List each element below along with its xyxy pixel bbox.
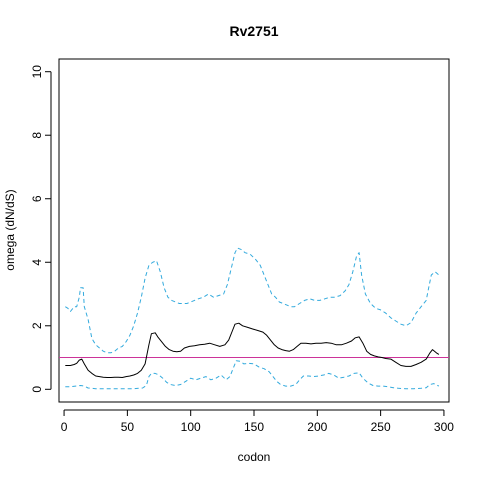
chart-title: Rv2751 bbox=[229, 23, 278, 39]
x-tick-label: 300 bbox=[434, 420, 454, 434]
x-tick-label: 150 bbox=[244, 420, 264, 434]
y-tick-label: 8 bbox=[30, 132, 44, 139]
lower-ci-line bbox=[65, 360, 440, 390]
y-axis-title: omega (dN/dS) bbox=[3, 189, 17, 270]
x-tick-label: 250 bbox=[371, 420, 391, 434]
x-tick-label: 0 bbox=[61, 420, 68, 434]
y-tick-label: 0 bbox=[30, 386, 44, 393]
y-tick-label: 10 bbox=[30, 65, 44, 79]
plot-border bbox=[58, 58, 450, 403]
y-axis: 0 2 4 6 8 10 bbox=[30, 65, 52, 393]
x-tick-label: 50 bbox=[121, 420, 135, 434]
omega-estimate-line bbox=[65, 322, 440, 378]
series-layer bbox=[59, 247, 449, 390]
x-axis-title: codon bbox=[238, 450, 271, 464]
y-tick-label: 4 bbox=[30, 259, 44, 266]
x-tick-label: 100 bbox=[181, 420, 201, 434]
y-tick-label: 2 bbox=[30, 322, 44, 329]
x-tick-label: 200 bbox=[307, 420, 327, 434]
y-tick-label: 6 bbox=[30, 195, 44, 202]
x-axis: 0 50 100 150 200 250 300 bbox=[61, 409, 454, 434]
plot-region bbox=[58, 58, 450, 403]
upper-ci-line bbox=[65, 247, 440, 354]
